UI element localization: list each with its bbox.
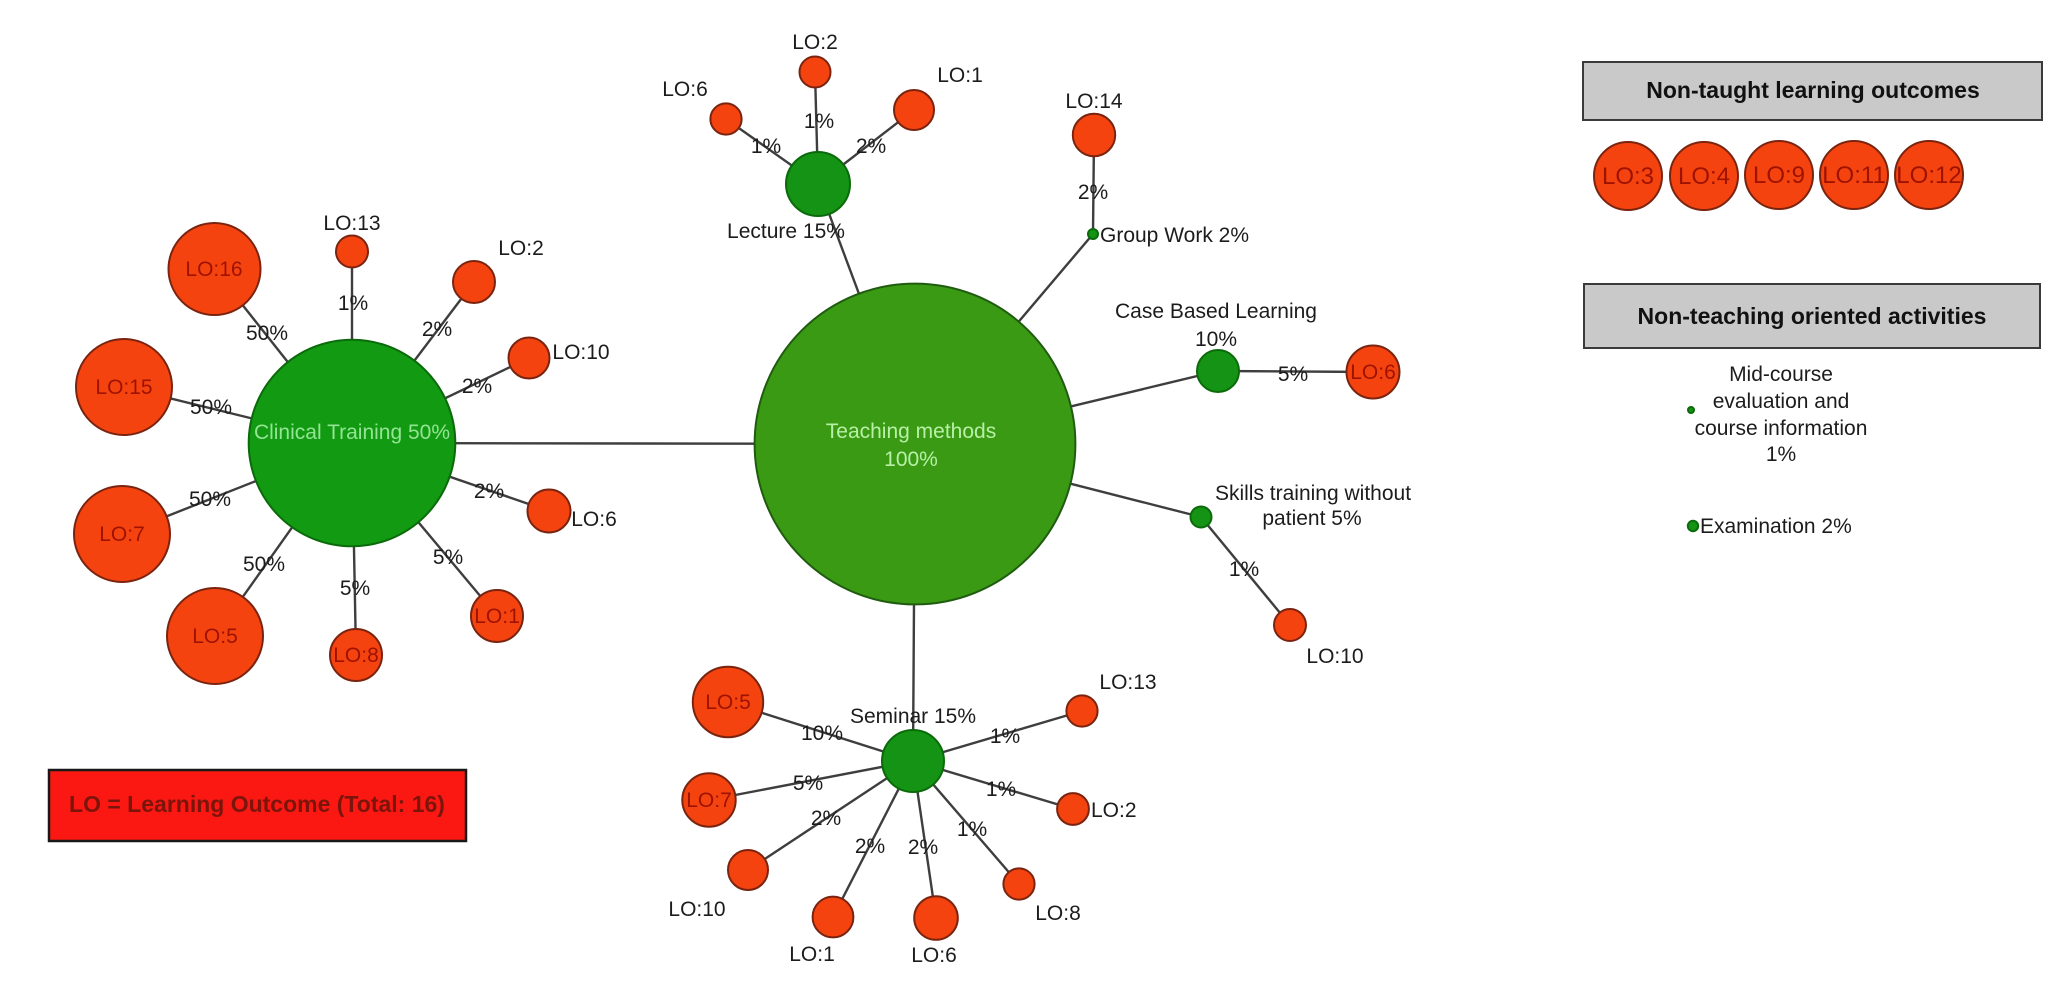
svg-text:LO:8: LO:8 [1035, 902, 1081, 925]
svg-text:Group Work 2%: Group Work 2% [1100, 224, 1249, 247]
svg-text:LO:13: LO:13 [1099, 671, 1156, 694]
svg-text:1%: 1% [1766, 443, 1796, 466]
svg-text:Mid-course: Mid-course [1729, 363, 1833, 386]
svg-text:LO:10: LO:10 [668, 898, 725, 921]
svg-text:2%: 2% [908, 836, 938, 859]
svg-text:LO:12: LO:12 [1896, 162, 1961, 189]
svg-text:50%: 50% [190, 396, 232, 419]
svg-text:1%: 1% [990, 725, 1020, 748]
svg-text:LO:6: LO:6 [571, 508, 617, 531]
svg-text:2%: 2% [811, 807, 841, 830]
svg-text:5%: 5% [793, 772, 823, 795]
svg-text:Non-teaching oriented activiti: Non-teaching oriented activities [1638, 303, 1987, 329]
svg-text:2%: 2% [462, 375, 492, 398]
svg-text:LO:13: LO:13 [323, 212, 380, 235]
svg-text:LO:16: LO:16 [185, 258, 242, 281]
svg-text:LO:1: LO:1 [474, 605, 520, 628]
svg-text:1%: 1% [957, 818, 987, 841]
svg-text:50%: 50% [189, 488, 231, 511]
svg-text:10%: 10% [1195, 328, 1237, 351]
svg-text:Seminar 15%: Seminar 15% [850, 705, 976, 728]
svg-text:2%: 2% [1078, 181, 1108, 204]
svg-text:LO:2: LO:2 [792, 31, 838, 54]
svg-text:10%: 10% [801, 722, 843, 745]
svg-text:LO:14: LO:14 [1065, 90, 1123, 113]
svg-text:patient 5%: patient 5% [1262, 507, 1361, 530]
svg-text:LO:2: LO:2 [498, 237, 544, 260]
svg-text:LO:10: LO:10 [1306, 645, 1363, 668]
svg-text:2%: 2% [855, 835, 885, 858]
svg-text:1%: 1% [1229, 558, 1259, 581]
svg-text:Examination 2%: Examination 2% [1700, 515, 1852, 538]
svg-text:LO:6: LO:6 [911, 944, 957, 967]
svg-text:LO:9: LO:9 [1753, 162, 1805, 189]
svg-text:LO:15: LO:15 [95, 376, 152, 399]
svg-text:1%: 1% [804, 110, 834, 133]
svg-text:100%: 100% [884, 448, 938, 471]
svg-text:LO = Learning Outcome (Total:: LO = Learning Outcome (Total: 16) [69, 791, 445, 817]
svg-text:LO:1: LO:1 [789, 943, 835, 966]
svg-text:1%: 1% [338, 292, 368, 315]
svg-text:LO:6: LO:6 [662, 78, 708, 101]
svg-text:5%: 5% [433, 546, 463, 569]
svg-text:2%: 2% [422, 318, 452, 341]
svg-text:2%: 2% [474, 480, 504, 503]
svg-text:Case Based Learning: Case Based Learning [1115, 300, 1317, 323]
svg-text:Skills training without: Skills training without [1215, 482, 1411, 505]
svg-text:LO:11: LO:11 [1822, 162, 1886, 189]
svg-text:50%: 50% [243, 553, 285, 576]
svg-text:LO:10: LO:10 [552, 341, 609, 364]
svg-text:LO:8: LO:8 [333, 644, 379, 667]
svg-text:50%: 50% [246, 322, 288, 345]
svg-text:Clinical Training 50%: Clinical Training 50% [254, 421, 450, 444]
svg-text:Teaching methods: Teaching methods [826, 420, 996, 443]
svg-text:evaluation and: evaluation and [1713, 390, 1850, 413]
svg-text:LO:6: LO:6 [1350, 361, 1396, 384]
svg-text:Non-taught learning outcomes: Non-taught learning outcomes [1646, 77, 1980, 103]
svg-text:LO:5: LO:5 [705, 691, 751, 714]
svg-text:Lecture 15%: Lecture 15% [727, 220, 845, 243]
svg-text:course information: course information [1695, 417, 1868, 440]
svg-text:1%: 1% [986, 778, 1016, 801]
svg-text:LO:7: LO:7 [99, 523, 145, 546]
svg-text:LO:7: LO:7 [686, 789, 732, 812]
svg-text:1%: 1% [751, 135, 781, 158]
svg-text:LO:5: LO:5 [192, 625, 238, 648]
svg-text:5%: 5% [1278, 363, 1308, 386]
svg-text:LO:1: LO:1 [937, 64, 983, 87]
svg-text:LO:3: LO:3 [1602, 163, 1654, 190]
svg-text:LO:2: LO:2 [1091, 799, 1137, 822]
svg-text:2%: 2% [856, 135, 886, 158]
svg-text:5%: 5% [340, 577, 370, 600]
svg-text:LO:4: LO:4 [1678, 163, 1730, 190]
